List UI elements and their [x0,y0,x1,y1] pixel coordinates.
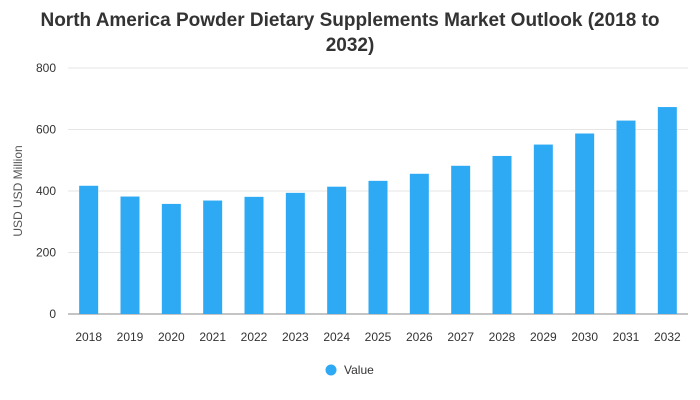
x-tick-label: 2032 [654,330,681,344]
bar-2027[interactable] [451,165,471,314]
y-tick-label: 800 [36,61,56,75]
bar-2023[interactable] [285,192,305,314]
bar-2026[interactable] [409,173,429,314]
bar-2031[interactable] [616,120,636,315]
bar-2029[interactable] [533,144,553,314]
x-tick-label: 2020 [158,330,185,344]
bar-2019[interactable] [120,196,140,314]
legend[interactable]: Value [325,363,375,377]
x-tick-label: 2023 [282,330,309,344]
x-tick-label: 2030 [571,330,598,344]
bar-2018[interactable] [79,185,99,314]
y-tick-label: 600 [36,123,56,137]
y-tick-label: 200 [36,246,56,260]
bar-2024[interactable] [327,186,347,314]
y-tick-label: 400 [36,184,56,198]
x-tick-label: 2019 [117,330,144,344]
x-tick-label: 2026 [406,330,433,344]
bar-2032[interactable] [657,107,677,315]
y-axis-title: USD USD Million [11,145,25,236]
y-axis: 0 200 400 600 800 [36,61,56,321]
legend-label-value: Value [344,363,374,377]
bar-2021[interactable] [203,200,223,314]
bars [79,107,677,315]
x-tick-label: 2029 [530,330,557,344]
x-tick-label: 2028 [489,330,516,344]
x-tick-label: 2025 [365,330,392,344]
x-tick-label: 2024 [323,330,350,344]
x-tick-label: 2021 [199,330,226,344]
x-tick-label: 2031 [613,330,640,344]
legend-swatch-value [325,364,337,376]
bar-2028[interactable] [492,155,512,314]
bar-2030[interactable] [575,133,595,314]
chart-title: North America Powder Dietary Supplements… [40,10,660,56]
y-tick-label: 0 [49,307,56,321]
bar-2022[interactable] [244,196,264,314]
bar-2025[interactable] [368,180,388,314]
x-tick-label: 2018 [75,330,102,344]
x-tick-label: 2022 [241,330,268,344]
x-tick-label: 2027 [447,330,474,344]
x-axis: 2018 2019 2020 2021 2022 2023 2024 2025 2026 2027… [75,330,681,344]
bar-2020[interactable] [161,203,181,314]
